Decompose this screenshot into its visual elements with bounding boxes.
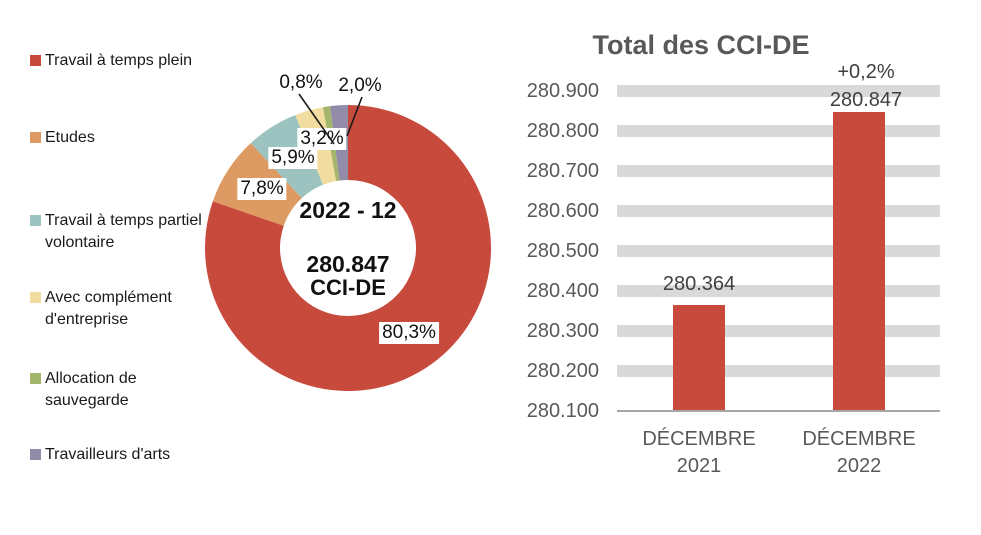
legend-item-label: Travail à temps plein (45, 52, 193, 69)
gridline-band (617, 205, 940, 217)
y-axis-tick-label: 280.800 (526, 120, 599, 142)
y-axis-tick-label: 280.100 (526, 400, 599, 422)
bar-growth-label: +0,2% (837, 61, 895, 84)
pie-percent-label: 5,9% (268, 147, 318, 169)
legend-swatch-icon (30, 215, 41, 226)
y-axis-tick-label: 280.300 (526, 320, 599, 342)
bar-décembre-2021 (673, 305, 725, 410)
gridline-band (617, 125, 940, 137)
y-axis-tick-label: 280.700 (526, 160, 599, 182)
y-axis-tick-label: 280.500 (526, 240, 599, 262)
legend-item-label: Allocation de sauvegarde (45, 370, 137, 409)
gridline-band (617, 365, 940, 377)
legend-swatch-icon (30, 373, 41, 384)
gridline-band (617, 325, 940, 337)
legend-item: Travail à temps partiel volontaire (30, 210, 202, 254)
legend-item-label: Travailleurs d'arts (45, 446, 171, 463)
y-axis-tick-label: 280.900 (526, 80, 599, 102)
x-axis-category-label: DÉCEMBRE 2021 (642, 426, 755, 480)
x-axis-category-line: DÉCEMBRE (642, 428, 756, 450)
y-axis-tick-label: 280.600 (526, 200, 599, 222)
donut-center-label: 2022 - 12 280.847 CCI-DE (299, 198, 396, 300)
gridline-band (617, 85, 940, 97)
x-axis-baseline (617, 410, 940, 412)
legend-swatch-icon (30, 292, 41, 303)
gridline-band (617, 245, 940, 257)
legend-item: Avec complément d'entreprise (30, 287, 202, 331)
legend-item: Travail à temps plein (30, 50, 202, 72)
legend-item-label: Etudes (45, 129, 95, 146)
donut-center-period: 2022 - 12 (299, 197, 397, 223)
y-axis-tick-label: 280.400 (526, 280, 599, 302)
donut-center-total: 280.847 (306, 251, 390, 277)
legend-item-label: Travail à temps partiel volontaire (45, 212, 202, 251)
legend-item-label: Avec complément d'entreprise (45, 289, 172, 328)
bar-value-label: 280.847 (829, 89, 903, 112)
bar-value-label: 280.364 (662, 273, 736, 296)
x-axis-category-line: DÉCEMBRE (802, 428, 916, 450)
bar-chart-title: Total des CCI-DE (592, 30, 810, 60)
legend-swatch-icon (30, 55, 41, 66)
pie-percent-label: 2,0% (335, 75, 385, 97)
x-axis-category-line: 2021 (676, 455, 722, 477)
pie-percent-label: 80,3% (379, 322, 439, 344)
legend-item: Travailleurs d'arts (30, 444, 202, 466)
legend-swatch-icon (30, 132, 41, 143)
legend-item: Allocation de sauvegarde (30, 368, 202, 412)
y-axis-tick-label: 280.200 (526, 360, 599, 382)
donut-center-unit: CCI-DE (310, 275, 386, 300)
pie-percent-label: 7,8% (237, 178, 287, 200)
donut-slice-0 (205, 105, 492, 391)
x-axis-category-label: DÉCEMBRE 2022 (802, 426, 915, 480)
pie-percent-label: 3,2% (297, 128, 347, 150)
legend-swatch-icon (30, 449, 41, 460)
x-axis-category-line: 2022 (836, 455, 882, 477)
pie-percent-label: 0,8% (276, 72, 326, 94)
legend-item: Etudes (30, 127, 202, 149)
gridline-band (617, 165, 940, 177)
bar-décembre-2022 (833, 112, 885, 410)
